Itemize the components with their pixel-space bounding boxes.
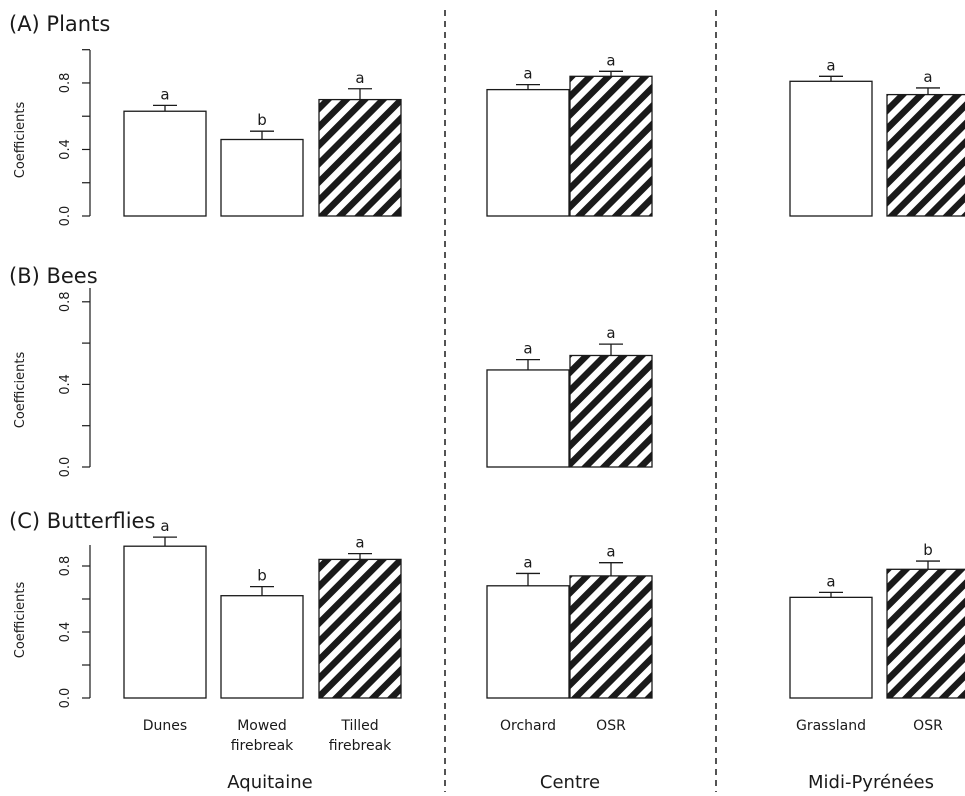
bar-2 [221, 596, 303, 698]
significance-letter-4: a [523, 340, 532, 358]
significance-letter-7: b [923, 541, 933, 559]
y-axis-title: Coefficients [13, 352, 28, 429]
y-axis-title: Coefficients [13, 582, 28, 659]
category-label-6: Grassland [796, 718, 866, 734]
y-tick-label: 0.8 [58, 556, 73, 577]
y-tick-label: 0.8 [58, 291, 73, 312]
y-tick-label: 0.4 [58, 622, 73, 643]
significance-letter-5: a [606, 324, 615, 342]
bar-7 [887, 95, 965, 216]
bar-3 [319, 100, 401, 216]
significance-letter-1: a [160, 85, 169, 103]
category-label-2: firebreak [231, 738, 294, 754]
y-tick-label: 0.8 [58, 73, 73, 94]
category-label-5: OSR [596, 718, 626, 734]
significance-letter-5: a [606, 543, 615, 561]
bar-4 [487, 370, 569, 467]
bar-5 [570, 576, 652, 698]
panel-1: (A) Plants 0.0 0.4 0.8 Coefficients a b a a a a a [9, 12, 965, 226]
significance-letter-7: a [923, 68, 932, 86]
bar-4 [487, 90, 569, 216]
significance-letter-2: b [257, 111, 267, 129]
panel-title: (C) Butterflies [9, 509, 155, 533]
panel-title: (A) Plants [9, 12, 110, 36]
category-label-3: Tilled [340, 718, 378, 734]
y-tick-label: 0.0 [58, 206, 73, 227]
y-tick-label: 0.4 [58, 139, 73, 160]
y-tick-label: 0.4 [58, 374, 73, 395]
y-tick-label: 0.0 [58, 688, 73, 709]
bar-6 [790, 81, 872, 216]
panel-3: (C) Butterflies 0.0 0.4 0.8 Coefficients a b a a… [9, 509, 965, 708]
category-label-2: Mowed [237, 718, 287, 734]
significance-letter-3: a [355, 69, 364, 87]
category-label-4: Orchard [500, 718, 556, 734]
bar-2 [221, 140, 303, 216]
y-axis-title: Coefficients [13, 102, 28, 179]
region-label-3: Midi-Pyrénées [808, 772, 934, 793]
category-label-3: firebreak [329, 738, 392, 754]
significance-letter-3: a [355, 534, 364, 552]
significance-letter-2: b [257, 567, 267, 585]
panel-title: (B) Bees [9, 264, 98, 288]
significance-letter-5: a [606, 51, 615, 69]
significance-letter-6: a [826, 56, 835, 74]
region-label-1: Aquitaine [227, 772, 312, 793]
category-label-7: OSR [913, 718, 943, 734]
bar-7 [887, 569, 965, 698]
bar-1 [124, 546, 206, 698]
significance-letter-4: a [523, 553, 532, 571]
bar-1 [124, 111, 206, 216]
panel-2: (B) Bees 0.0 0.4 0.8 Coefficients a a [9, 264, 652, 477]
significance-letter-6: a [826, 572, 835, 590]
category-label-1: Dunes [143, 718, 187, 734]
bar-3 [319, 559, 401, 698]
y-tick-label: 0.0 [58, 457, 73, 478]
significance-letter-4: a [523, 65, 532, 83]
region-label-2: Centre [540, 772, 600, 793]
significance-letter-1: a [160, 517, 169, 535]
bar-5 [570, 76, 652, 216]
bar-4 [487, 586, 569, 698]
bar-5 [570, 355, 652, 467]
bar-6 [790, 597, 872, 698]
